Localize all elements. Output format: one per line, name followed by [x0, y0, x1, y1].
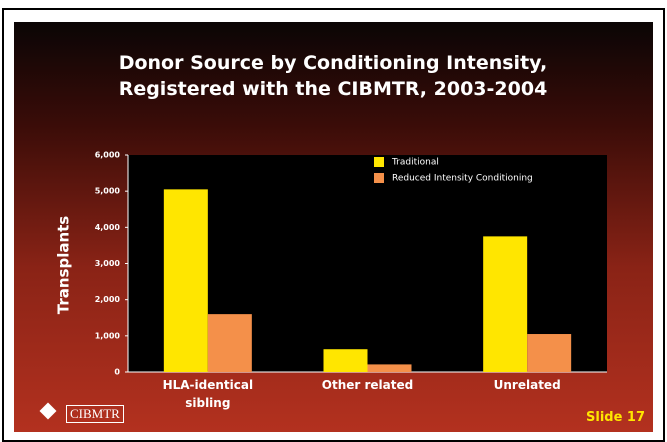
chart-title: Donor Source by Conditioning Intensity, … — [118, 52, 548, 100]
y-tick-label: 6,000 — [95, 151, 121, 160]
bar — [483, 236, 528, 372]
bar — [163, 189, 208, 372]
legend-label: Traditional — [391, 158, 439, 168]
y-tick-label: 3,000 — [95, 259, 121, 268]
frame — [2, 8, 665, 442]
bar — [207, 314, 252, 372]
legend-label: Reduced Intensity Conditioning — [392, 174, 533, 184]
y-tick-label: 2,000 — [95, 295, 121, 304]
y-tick-label: 5,000 — [95, 187, 121, 196]
logo: CIBMTR — [66, 405, 124, 423]
x-tick-label: Other related — [321, 378, 414, 392]
x-tick-label: HLA-identical sibling — [162, 378, 254, 410]
bar — [323, 349, 368, 372]
bar — [527, 334, 572, 372]
legend-swatch — [374, 157, 384, 167]
legend-swatch — [374, 173, 384, 183]
slide-number: Slide 17 — [586, 410, 646, 425]
y-axis-label: Transplants — [55, 216, 73, 315]
x-tick-label: Unrelated — [493, 378, 561, 392]
y-tick-label: 4,000 — [95, 223, 121, 232]
y-tick-label: 0 — [114, 368, 120, 377]
y-tick-label: 1,000 — [95, 331, 121, 340]
bar — [367, 364, 412, 372]
